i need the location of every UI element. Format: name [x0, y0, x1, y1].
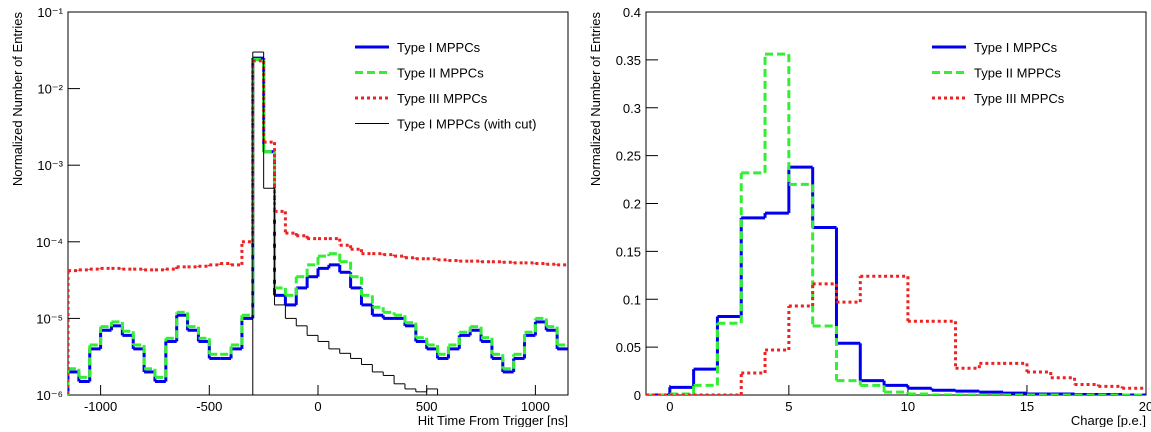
x-tick-label: 500 [416, 399, 438, 414]
x-tick-label: 0 [666, 399, 673, 414]
x-tick-label: 10 [901, 399, 915, 414]
y-tick-label: 10⁻² [37, 82, 63, 97]
panel: 0 5 10 15 20 0 0.05 0.1 0.15 0.2 0.25 0.3 0.35 0.4 Cha… [588, 5, 1151, 428]
x-tick-label: -1000 [84, 399, 117, 414]
y-tick-label: 10⁻³ [37, 158, 63, 173]
x-tick-label: 1000 [521, 399, 550, 414]
y-axis-label: Normalized Number of Entries [10, 12, 25, 187]
y-axis-label: Normalized Number of Entries [588, 12, 603, 187]
plot-area [68, 51, 568, 395]
y-tick-label: 10⁻⁶ [36, 388, 63, 403]
x-axis-label: Charge [p.e.] [1071, 413, 1146, 427]
plot-frame [645, 11, 1147, 396]
x-tick-label: 5 [785, 399, 792, 414]
y-tick-label: 0.4 [623, 5, 641, 20]
y-tick-label: 0.3 [623, 101, 641, 116]
legend-label: Type II MPPCs [974, 66, 1061, 81]
x-tick-label: -500 [196, 399, 222, 414]
y-tick-label: 0.2 [623, 197, 641, 212]
plot-area [646, 52, 1146, 395]
y-tick-label: 10⁻⁴ [36, 235, 63, 250]
y-tick-label: 0.15 [616, 244, 641, 259]
legend-label: Type III MPPCs [397, 91, 488, 106]
y-tick-label: 10⁻⁵ [36, 311, 63, 326]
y-tick-label: 0 [634, 388, 641, 403]
legend-label: Type I MPPCs [397, 40, 481, 55]
legend-label: Type III MPPCs [974, 91, 1065, 106]
x-tick-label: 0 [314, 399, 321, 414]
panel: -1000 -500 0 500 1000 10⁻⁶ 10⁻⁵ 10⁻⁴ 10⁻³ 10⁻² 10⁻… [10, 5, 569, 428]
legend-label: Type II MPPCs [397, 66, 484, 81]
y-tick-label: 0.05 [616, 340, 641, 355]
x-axis-label: Hit Time From Trigger [ns] [418, 413, 568, 427]
legend-label: Type I MPPCs [974, 40, 1058, 55]
y-tick-label: 0.1 [623, 292, 641, 307]
legend-label: Type I MPPCs (with cut) [397, 117, 536, 132]
x-tick-label: 15 [1020, 399, 1034, 414]
y-tick-label: 0.25 [616, 149, 641, 164]
x-tick-label: 20 [1139, 399, 1151, 414]
y-tick-label: 0.35 [616, 53, 641, 68]
y-tick-label: 10⁻¹ [37, 5, 63, 20]
